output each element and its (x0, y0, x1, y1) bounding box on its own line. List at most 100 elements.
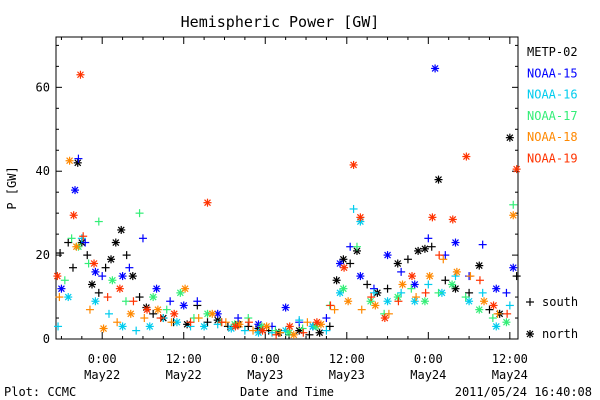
x-tick-label-time: 0:00 (88, 352, 117, 366)
data-point-noaa-15-south (397, 267, 406, 276)
data-point-noaa-19-south (186, 318, 195, 327)
data-point-noaa-15-north (281, 303, 290, 312)
data-point-metp-02-north (128, 272, 137, 281)
data-point-noaa-16-south (424, 280, 433, 289)
data-point-noaa-19-north (380, 314, 389, 323)
x-axis: 0:00 May22 12:00 May22 0:00 May23 12:00 May23 0:… (60, 37, 528, 382)
data-point-metp-02-north (315, 328, 324, 337)
data-point-noaa-15-south (81, 238, 90, 247)
data-point-metp-02-south (94, 288, 103, 297)
data-point-metp-02-south (325, 322, 334, 331)
data-point-metp-02-south (101, 263, 110, 272)
data-point-noaa-15-north (383, 251, 392, 260)
legend-item-noaa-16: NOAA-16 (527, 88, 578, 102)
data-point-noaa-16-south (478, 288, 487, 297)
data-point-noaa-16-north (145, 322, 154, 331)
data-point-noaa-19-north (143, 305, 152, 314)
plot-timestamp: 2011/05/24 16:40:08 (455, 385, 592, 399)
data-point-noaa-19-north (312, 318, 321, 327)
data-point-noaa-17-south (94, 217, 103, 226)
data-point-metp-02-south (122, 251, 131, 260)
data-point-noaa-15-south (346, 242, 355, 251)
data-point-noaa-18-south (194, 314, 203, 323)
x-axis-label: Date and Time (240, 385, 334, 399)
data-point-noaa-17-south (67, 234, 76, 243)
x-tick-label-date: May22 (166, 368, 202, 382)
data-point-noaa-17-south (135, 209, 144, 218)
data-point-noaa-15-south (193, 297, 202, 306)
data-point-noaa-16-north (410, 297, 419, 306)
legend-label-north: north (542, 327, 578, 341)
data-point-noaa-19-north (170, 309, 179, 318)
data-point-noaa-18-north (65, 156, 74, 165)
y-tick-label: 0 (43, 332, 50, 346)
data-point-noaa-17-south (271, 326, 280, 335)
data-point-noaa-18-south (493, 309, 502, 318)
data-point-noaa-16-south (369, 288, 378, 297)
data-point-noaa-17-north (448, 280, 457, 289)
data-point-noaa-15-north (179, 301, 188, 310)
data-point-noaa-18-south (249, 326, 258, 335)
data-point-noaa-19-north (90, 259, 99, 268)
data-point-metp-02-north (117, 225, 126, 234)
x-tick-label-date: May24 (492, 368, 528, 382)
data-point-noaa-15-north (492, 284, 501, 293)
legend-item-noaa-18: NOAA-18 (527, 130, 578, 144)
data-point-metp-02-south (383, 284, 392, 293)
data-point-metp-02-south (135, 293, 144, 302)
data-point-noaa-15-north (91, 267, 100, 276)
data-point-noaa-19-north (356, 213, 365, 222)
data-point-metp-02-south (149, 309, 158, 318)
data-point-noaa-17-north (366, 297, 375, 306)
data-point-noaa-16-north (91, 297, 100, 306)
data-point-noaa-19-north (448, 215, 457, 224)
data-point-noaa-18-north (452, 267, 461, 276)
data-point-noaa-18-south (330, 305, 339, 314)
data-point-noaa-18-south (113, 318, 122, 327)
data-point-metp-02-north (414, 246, 423, 255)
data-point-metp-02-south (56, 249, 65, 258)
data-point-noaa-16-south (104, 309, 113, 318)
data-point-metp-02-north (475, 261, 484, 270)
data-point-noaa-15-north (118, 272, 127, 281)
data-point-metp-02-south (244, 322, 253, 331)
data-point-noaa-19-south (156, 314, 165, 323)
data-point-noaa-17-south (509, 200, 518, 209)
data-point-metp-02-south (305, 330, 314, 339)
data-point-noaa-15-south (424, 234, 433, 243)
data-point-metp-02-south (403, 255, 412, 264)
data-point-noaa-18-north (126, 309, 135, 318)
data-point-noaa-18-south (384, 309, 393, 318)
y-tick-label: 20 (36, 248, 50, 262)
data-point-noaa-18-south (140, 314, 149, 323)
chart-title: Hemispheric Power [GW] (181, 13, 380, 31)
data-point-noaa-17-north (339, 284, 348, 293)
data-point-noaa-15-north (152, 284, 161, 293)
data-point-noaa-18-north (262, 322, 271, 331)
y-tick-label: 40 (36, 164, 50, 178)
data-point-noaa-16-south (322, 326, 331, 335)
data-point-noaa-18-south (412, 293, 421, 302)
data-point-noaa-17-south (298, 324, 307, 333)
data-point-noaa-16-south (349, 204, 358, 213)
data-point-noaa-19-south (272, 330, 281, 339)
data-point-noaa-19-north (408, 272, 417, 281)
data-point-noaa-17-south (488, 314, 497, 323)
data-point-noaa-16-north (383, 297, 392, 306)
data-point-noaa-16-south (505, 301, 514, 310)
data-point-noaa-18-north (99, 324, 108, 333)
data-points (53, 64, 521, 339)
plot-credit: Plot: CCMC (4, 385, 76, 399)
data-point-metp-02-north (73, 158, 82, 167)
data-point-noaa-16-south (132, 326, 141, 335)
data-point-noaa-15-south (138, 234, 147, 243)
x-tick-label-time: 12:00 (329, 352, 365, 366)
data-point-noaa-15-south (166, 297, 175, 306)
x-tick-label-time: 0:00 (414, 352, 443, 366)
data-point-metp-02-north (88, 280, 97, 289)
data-point-noaa-15-north (410, 280, 419, 289)
legend-symbol-north (526, 330, 534, 338)
legend-item-noaa-19: NOAA-19 (527, 152, 578, 166)
data-point-noaa-18-north (181, 284, 190, 293)
data-point-noaa-19-south (435, 251, 444, 260)
